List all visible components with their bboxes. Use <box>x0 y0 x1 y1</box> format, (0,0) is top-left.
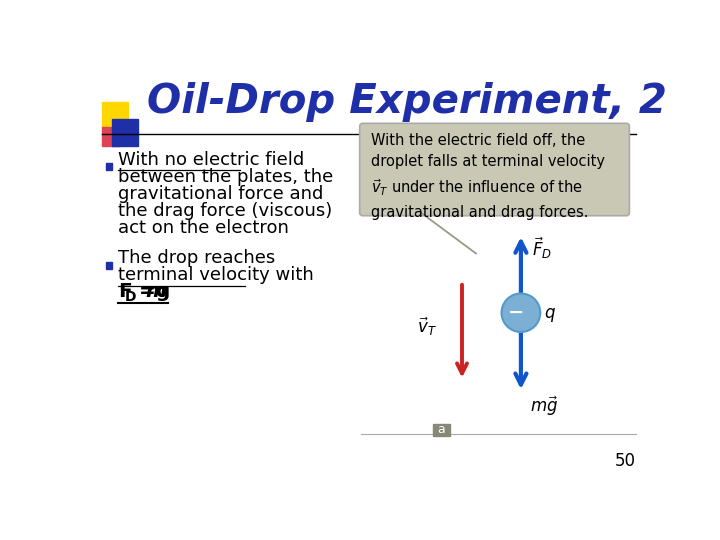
Bar <box>102 102 128 128</box>
Text: g: g <box>155 282 169 301</box>
Text: $m\vec{g}$: $m\vec{g}$ <box>530 394 559 418</box>
Text: q: q <box>544 303 554 322</box>
Text: the drag force (viscous): the drag force (viscous) <box>118 201 332 220</box>
Bar <box>102 127 120 146</box>
Text: m: m <box>145 282 167 301</box>
Text: 50: 50 <box>615 452 636 470</box>
Text: D: D <box>125 291 136 304</box>
Bar <box>112 119 138 146</box>
Text: $\vec{v}_T$: $\vec{v}_T$ <box>418 315 437 338</box>
Text: Oil-Drop Experiment, 2: Oil-Drop Experiment, 2 <box>148 82 667 122</box>
Text: −: − <box>508 303 524 322</box>
Bar <box>433 423 449 436</box>
Text: gravitational force and: gravitational force and <box>118 185 323 202</box>
Text: terminal velocity with: terminal velocity with <box>118 266 320 284</box>
Bar <box>106 164 112 170</box>
Text: a: a <box>437 423 445 436</box>
FancyBboxPatch shape <box>360 123 629 215</box>
Bar <box>106 262 112 269</box>
Text: The drop reaches: The drop reaches <box>118 249 275 267</box>
Text: With the electric field off, the
droplet falls at terminal velocity
$\vec{v}_T$ : With the electric field off, the droplet… <box>371 132 605 220</box>
Text: F: F <box>118 282 132 301</box>
Text: =: = <box>132 282 163 301</box>
Text: between the plates, the: between the plates, the <box>118 168 333 186</box>
Text: $\vec{F}_D$: $\vec{F}_D$ <box>532 236 552 261</box>
Text: act on the electron: act on the electron <box>118 219 289 237</box>
Ellipse shape <box>502 294 540 332</box>
Text: With no electric field: With no electric field <box>118 151 304 168</box>
